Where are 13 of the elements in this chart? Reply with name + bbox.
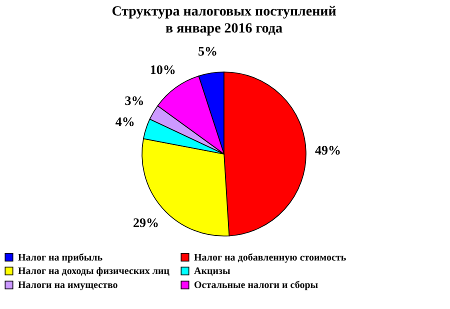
data-label: 10% [150,62,176,77]
chart-title: Структура налоговых поступлений в январе 2016 года [112,4,336,36]
legend-label: Налог на добавленную стоимость [194,252,347,264]
legend-label: Налоги на имущество [18,280,118,291]
data-label: 29% [132,214,159,230]
legend-label: Акцизы [194,266,231,277]
data-label: 5% [198,43,218,58]
data-label: 49% [314,142,341,158]
legend-label: Налог на доходы физических лиц [18,266,170,277]
legend-label: Остальные налоги и сборы [194,280,318,291]
data-label: 3% [124,93,144,108]
legend-label: Налог на прибыль [18,252,104,264]
data-label: 4% [115,114,135,129]
